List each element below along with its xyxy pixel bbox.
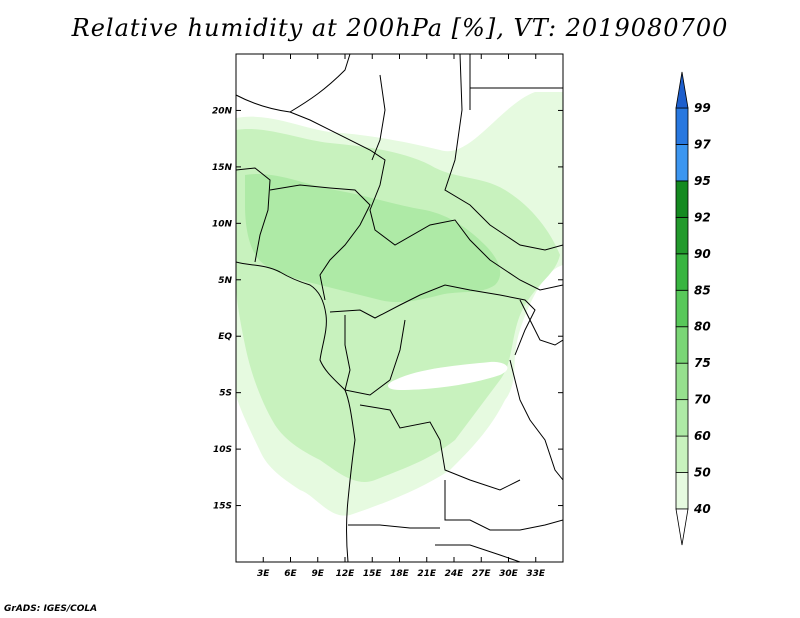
lon-tick-label: 33E	[526, 569, 546, 579]
colorbar-label: 40	[693, 502, 711, 516]
colorbar: 40 50 60 70 75 80 85 90 92 95 97 99	[675, 71, 711, 546]
lon-tick-label: 3E	[257, 569, 270, 579]
lon-tick-label: 27E	[472, 569, 492, 579]
colorbar-segment	[675, 472, 689, 510]
border-central-africa	[329, 284, 536, 356]
border-sahara	[236, 54, 351, 113]
colorbar-segment	[675, 326, 689, 364]
lat-tick-label: EQ	[218, 332, 232, 342]
border-west-sahel	[236, 167, 271, 263]
lon-tick-label: 18E	[390, 569, 410, 579]
colorbar-label: 85	[694, 283, 711, 297]
colorbar-segment	[675, 216, 689, 255]
lon-tick-label: 24E	[445, 569, 465, 579]
border-niger-chad	[289, 111, 563, 291]
lat-tick-label: 20N	[212, 106, 233, 116]
lon-tick-label: 9E	[312, 569, 325, 579]
colorbar-segment	[675, 107, 689, 145]
lat-tick-label: 15S	[213, 502, 232, 512]
lon-tick-label: 30E	[499, 569, 519, 579]
colorbar-label: 60	[694, 429, 711, 443]
border-nigeria-cameroon	[269, 184, 371, 301]
country-borders	[236, 54, 563, 562]
colorbar-segment	[675, 399, 689, 437]
lat-tick-label: 5S	[219, 389, 232, 399]
colorbar-low-arrow	[675, 508, 689, 546]
colorbar-label: 92	[694, 210, 711, 224]
lon-tick-label: 6E	[284, 569, 297, 579]
dry-streak	[388, 361, 508, 390]
map-title: Relative humidity at 200hPa [%], VT: 201…	[71, 14, 729, 42]
lon-tick-label: 15E	[363, 569, 383, 579]
colorbar-label: 90	[694, 247, 711, 261]
colorbar-label: 70	[694, 393, 711, 407]
colorbar-segment	[675, 253, 689, 291]
lat-tick-label: 10S	[213, 445, 232, 455]
colorbar-label: 99	[694, 101, 711, 115]
lat-tick-label: 5N	[218, 276, 232, 286]
grads-credit: GrADS: IGES/COLA	[4, 604, 98, 614]
humidity-band-70	[245, 173, 501, 303]
colorbar-label: 97	[694, 137, 711, 151]
lat-tick-label: 15N	[212, 163, 233, 173]
lon-tick-label: 21E	[417, 569, 437, 579]
longitude-axis: 3E 6E 9E 12E 15E 18E 21E 24E 27E 30E 33E	[257, 54, 546, 579]
border-congo-basin	[344, 315, 521, 491]
border-libya-sudan	[371, 54, 563, 251]
border-southern	[348, 480, 563, 562]
coastline-west-africa	[236, 261, 356, 562]
colorbar-segment	[675, 435, 689, 473]
colorbar-segment	[675, 144, 689, 182]
colorbar-high-arrow	[675, 71, 689, 109]
latitude-axis: 20N 15N 10N 5N EQ 5S 10S 15S	[212, 106, 563, 512]
colorbar-segment	[675, 180, 689, 218]
colorbar-label: 95	[694, 174, 711, 188]
colorbar-label: 80	[694, 320, 711, 334]
border-great-lakes	[509, 299, 563, 481]
humidity-field	[236, 92, 563, 516]
colorbar-label: 75	[694, 356, 711, 370]
lon-tick-label: 12E	[336, 569, 356, 579]
colorbar-segment	[675, 289, 689, 328]
lat-tick-label: 10N	[212, 219, 233, 229]
colorbar-segment	[675, 362, 689, 401]
colorbar-label: 50	[694, 466, 711, 480]
border-egypt-sudan	[469, 54, 563, 110]
